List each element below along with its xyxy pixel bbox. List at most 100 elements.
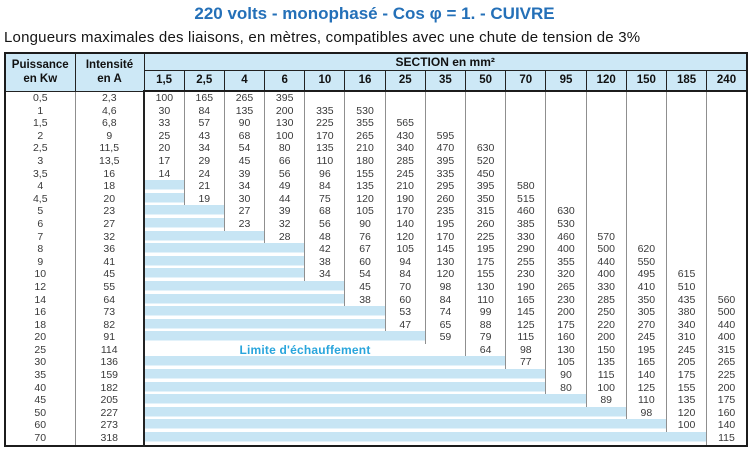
length-value-cell: 140: [384, 217, 426, 231]
empty-cell: [585, 117, 627, 130]
length-value-cell: 500: [585, 243, 627, 256]
table-row: 30 136 77 105 135 165 205 265: [5, 356, 747, 370]
length-value-cell: 29: [183, 154, 225, 168]
empty-cell: [545, 167, 587, 181]
length-value-cell: 440: [585, 255, 627, 269]
limit-cell: [184, 419, 225, 433]
empty-cell: [424, 91, 466, 105]
length-value-cell: 255: [505, 255, 546, 269]
limit-cell: [224, 268, 265, 281]
empty-cell: [625, 117, 667, 130]
limit-cell: [144, 369, 185, 382]
limit-cell: [344, 331, 386, 344]
empty-cell: [545, 91, 587, 105]
limit-cell: [144, 180, 185, 193]
intensite-cell: 159: [75, 369, 145, 382]
length-value-cell: 520: [464, 154, 506, 168]
limit-cell: [264, 268, 305, 281]
limit-cell: [224, 318, 265, 332]
limit-cell: [224, 419, 265, 433]
empty-cell: [464, 117, 506, 130]
length-value-cell: 260: [424, 192, 466, 206]
length-value-cell: 135: [344, 180, 386, 193]
empty-cell: [545, 142, 587, 155]
length-value-cell: 565: [384, 117, 426, 130]
limit-cell: [264, 318, 305, 332]
puissance-cell: 16: [5, 306, 76, 319]
length-value-cell: 160: [706, 406, 747, 420]
empty-cell: [585, 180, 627, 193]
limit-cell: [144, 268, 185, 281]
length-value-cell: 115: [505, 331, 546, 344]
length-value-cell: 115: [585, 369, 627, 382]
limit-cell: [465, 369, 506, 382]
length-value-cell: 64: [464, 343, 506, 357]
limit-cell: [385, 432, 426, 446]
puissance-cell: 6: [5, 217, 76, 231]
length-value-cell: 210: [344, 142, 386, 155]
empty-cell: [706, 230, 747, 244]
length-value-cell: 14: [143, 167, 185, 181]
length-value-cell: 560: [706, 293, 747, 307]
length-value-cell: 385: [505, 217, 546, 231]
empty-cell: [545, 129, 587, 143]
length-value-cell: 595: [424, 129, 466, 143]
limit-cell: [304, 369, 345, 382]
length-value-cell: 200: [264, 104, 305, 118]
empty-cell: [706, 129, 747, 143]
limit-cell: [304, 293, 345, 307]
length-value-cell: 33: [143, 117, 185, 130]
puissance-cell: 0,5: [5, 91, 76, 105]
length-value-cell: 30: [223, 192, 265, 206]
length-value-cell: 230: [545, 293, 587, 307]
length-value-cell: 175: [706, 394, 747, 407]
table-row: 35 159 90 115 140 175 225: [5, 369, 747, 382]
table-body: 0,5 2,3 100 165 265 395 1 4,6 30 84 135 200 335 530 1,…: [5, 91, 747, 446]
length-value-cell: 210: [384, 180, 426, 193]
intensite-cell: 20: [75, 192, 145, 206]
length-value-cell: 175: [464, 255, 506, 269]
limit-cell: [586, 419, 627, 433]
empty-cell: [464, 91, 506, 105]
length-value-cell: 42: [304, 243, 345, 256]
section-size-4: 4: [223, 69, 266, 92]
length-value-cell: 270: [625, 318, 667, 332]
length-value-cell: 400: [585, 268, 627, 281]
limit-cell: [385, 419, 426, 433]
length-value-cell: 24: [183, 167, 225, 181]
length-value-cell: 140: [706, 419, 747, 433]
intensite-cell: 45: [75, 268, 145, 281]
length-value-cell: 175: [665, 369, 707, 382]
length-value-cell: 450: [464, 167, 506, 181]
intensite-cell: 6,8: [75, 117, 145, 130]
limit-cell: [224, 293, 265, 307]
length-value-cell: 57: [183, 117, 225, 130]
limit-cell: [224, 255, 265, 269]
section-size-6: 6: [264, 69, 306, 92]
length-value-cell: 195: [625, 343, 667, 357]
limit-cell: [304, 306, 345, 319]
limit-cell: [344, 419, 386, 433]
limit-cell: [184, 268, 225, 281]
length-value-cell: 630: [464, 142, 506, 155]
length-value-cell: 89: [585, 394, 627, 407]
length-value-cell: 170: [384, 205, 426, 218]
length-value-cell: 265: [706, 356, 747, 370]
length-value-cell: 34: [183, 142, 225, 155]
empty-cell: [706, 154, 747, 168]
limit-cell: [465, 394, 506, 407]
table-row: 6 27 23 32 56 90 140 195 260 385 530: [5, 217, 747, 231]
table-row: 3 13,5 17 29 45 66 110 180 285 395 520: [5, 154, 747, 168]
limit-cell: [425, 432, 466, 446]
limit-cell: [184, 381, 225, 395]
length-value-cell: 100: [665, 419, 707, 433]
table-row: 1 4,6 30 84 135 200 335 530: [5, 104, 747, 118]
limit-cell: [465, 381, 506, 395]
limit-cell: [264, 356, 305, 370]
limit-cell: [224, 331, 265, 344]
empty-cell: [706, 205, 747, 218]
length-value-cell: 330: [505, 230, 546, 244]
length-value-cell: 170: [424, 230, 466, 244]
length-value-cell: 395: [424, 154, 466, 168]
length-value-cell: 130: [264, 117, 305, 130]
